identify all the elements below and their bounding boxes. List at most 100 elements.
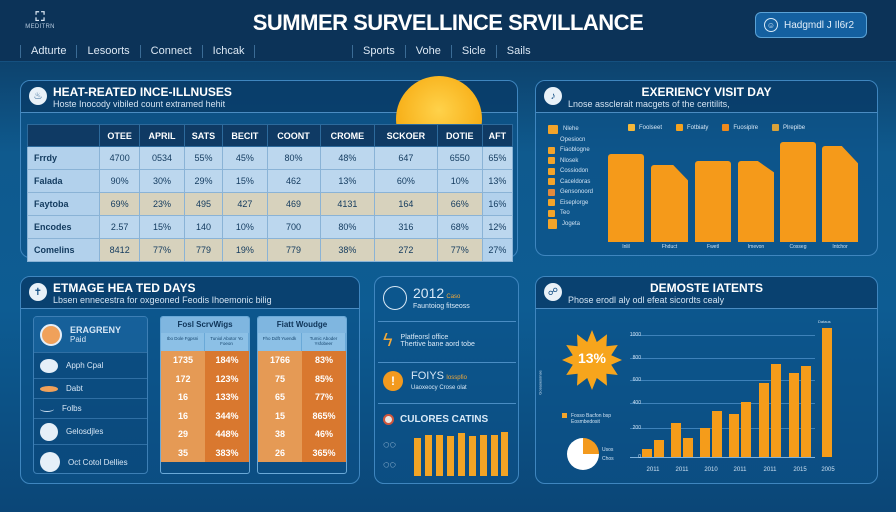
category-item[interactable]: Oct Cotol Dellies: [34, 445, 147, 479]
globe-icon: ☺: [764, 18, 778, 32]
stat-item-alert[interactable]: ! FOIYS Iosspfio Uaoxeocy Crose olat: [383, 370, 467, 391]
cell: 16: [161, 388, 205, 407]
cell: 164: [374, 192, 438, 216]
nav-item-vohe[interactable]: Vohe: [404, 45, 451, 58]
category-item[interactable]: Apph Cpal: [34, 353, 147, 379]
table-row[interactable]: 16 133%: [161, 388, 249, 407]
category-item-emergency[interactable]: ERAGRENY Paid: [34, 317, 147, 353]
table-row[interactable]: 1735 184%: [161, 351, 249, 370]
column-header: [27, 124, 100, 147]
legend-item: Nlehe: [548, 124, 593, 135]
stat-item-2012[interactable]: 2012 Caso Fauntoiog fitseoss: [383, 285, 470, 310]
legend-label: Fosso Bacfon bsp: [571, 413, 612, 419]
category-item[interactable]: Folbs: [34, 399, 147, 419]
chart-bar[interactable]: [741, 402, 751, 457]
table-row[interactable]: 26 365%: [258, 443, 346, 462]
nav-item-sicle[interactable]: Sicle: [450, 45, 496, 58]
table-row[interactable]: 65 77%: [258, 388, 346, 407]
chart-bar[interactable]: [491, 435, 498, 476]
cell: 29: [161, 425, 205, 444]
table-row[interactable]: 16 344%: [161, 406, 249, 425]
table-row[interactable]: 75 85%: [258, 369, 346, 388]
column-header[interactable]: DOTIE: [436, 124, 483, 147]
chart-bar[interactable]: [436, 435, 443, 476]
gridline: [630, 457, 815, 458]
car-icon: [40, 358, 58, 373]
table-row[interactable]: Faytoba 69% 23% 495 427 469 4131 164 66%…: [27, 192, 514, 216]
cell: 80%: [319, 215, 376, 239]
nav-item-sports[interactable]: Sports: [352, 45, 405, 58]
heat-illness-table: OTEE APRIL SATS BECIT COONT CROME SCKOER…: [27, 124, 514, 262]
cell: 344%: [205, 406, 249, 425]
chart-bar[interactable]: [729, 414, 739, 457]
column-header[interactable]: CROME: [319, 124, 376, 147]
chart-bar[interactable]: [738, 161, 774, 242]
stat-item-lightning[interactable]: ϟ Platfeorsl office Thertive bane aord to…: [383, 330, 475, 351]
chart-bar[interactable]: [780, 142, 816, 242]
row-label: Comelins: [27, 238, 100, 262]
column-header[interactable]: SCKOER: [374, 124, 438, 147]
chart-bar[interactable]: [447, 436, 454, 476]
cell: 26: [258, 443, 302, 462]
cell: 448%: [205, 425, 249, 444]
chart-bar[interactable]: [771, 364, 781, 457]
chart-bar[interactable]: [822, 328, 832, 457]
table-row[interactable]: Comelins 8412 77% 779 19% 779 38% 272 77…: [27, 238, 514, 262]
table-row[interactable]: 29 448%: [161, 425, 249, 444]
chart-bar[interactable]: [608, 154, 644, 242]
column-header[interactable]: AFT: [481, 124, 514, 147]
chart-bar[interactable]: [712, 411, 722, 457]
logo[interactable]: ⛶ MEDITRN: [20, 10, 60, 31]
table-row[interactable]: 15 865%: [258, 406, 346, 425]
chart-bar[interactable]: [642, 449, 652, 457]
chart-bar[interactable]: [822, 146, 858, 242]
category-item[interactable]: Gelosdjles: [34, 419, 147, 445]
category-item[interactable]: Dabt: [34, 379, 147, 399]
table-row[interactable]: Frrdy 4700 0534 55% 45% 80% 48% 647 6550…: [27, 146, 514, 170]
chart-bar[interactable]: [414, 438, 421, 476]
chart-bar[interactable]: [671, 423, 681, 457]
pie-labels: Usos Chos: [602, 446, 614, 464]
chart-bar[interactable]: [651, 165, 688, 242]
cell: 90%: [98, 169, 141, 193]
chart-bar[interactable]: [501, 432, 508, 476]
table-row[interactable]: 35 383%: [161, 443, 249, 462]
column-header[interactable]: OTEE: [98, 124, 141, 147]
nav-item-1[interactable]: Adturte: [20, 45, 76, 58]
chart-bar[interactable]: [469, 436, 476, 476]
column-header[interactable]: SATS: [183, 124, 224, 147]
table-row[interactable]: 38 46%: [258, 425, 346, 444]
table-row[interactable]: 1766 83%: [258, 351, 346, 370]
chart-bar[interactable]: [654, 440, 664, 457]
nav-item-4[interactable]: Ichcak: [201, 45, 256, 58]
cell: 10%: [436, 169, 483, 193]
table-row[interactable]: 172 123%: [161, 369, 249, 388]
chart-bar[interactable]: [425, 435, 432, 476]
panel-subtitle: Hoste Inocody vibiled count extramed heh…: [53, 99, 226, 109]
category-title: ERAGRENY: [70, 325, 122, 335]
chart-bar[interactable]: [458, 433, 465, 476]
chart-bar[interactable]: [789, 373, 799, 457]
chart-bar[interactable]: [480, 435, 487, 476]
nav-item-3[interactable]: Connect: [139, 45, 202, 58]
column-header[interactable]: APRIL: [139, 124, 185, 147]
chart-bar[interactable]: [759, 383, 769, 457]
chart-bar[interactable]: [700, 428, 710, 457]
nav-item-sails[interactable]: Sails: [495, 45, 541, 58]
table-row[interactable]: Falada 90% 30% 29% 15% 462 13% 60% 10% 1…: [27, 169, 514, 193]
search-pill-text: Hadgmdl J Il6r2: [784, 19, 855, 31]
pie-chart[interactable]: [567, 438, 599, 470]
chart-bar[interactable]: [683, 438, 693, 457]
column-header[interactable]: COONT: [266, 124, 321, 147]
table-row[interactable]: Encodes 2.57 15% 140 10% 700 80% 316 68%…: [27, 215, 514, 239]
legend-item: Jogeta: [548, 218, 593, 230]
chart-bar[interactable]: [801, 366, 811, 457]
cell: 700: [266, 215, 321, 239]
nav-item-2[interactable]: Lesoorts: [76, 45, 139, 58]
cell: 0534: [139, 146, 185, 170]
user-search-pill[interactable]: ☺ Hadgmdl J Il6r2: [755, 12, 867, 38]
legend-label: Plrepibe: [783, 124, 806, 131]
cell: 140: [183, 215, 224, 239]
column-header[interactable]: BECIT: [222, 124, 268, 147]
chart-bar[interactable]: [695, 161, 731, 242]
